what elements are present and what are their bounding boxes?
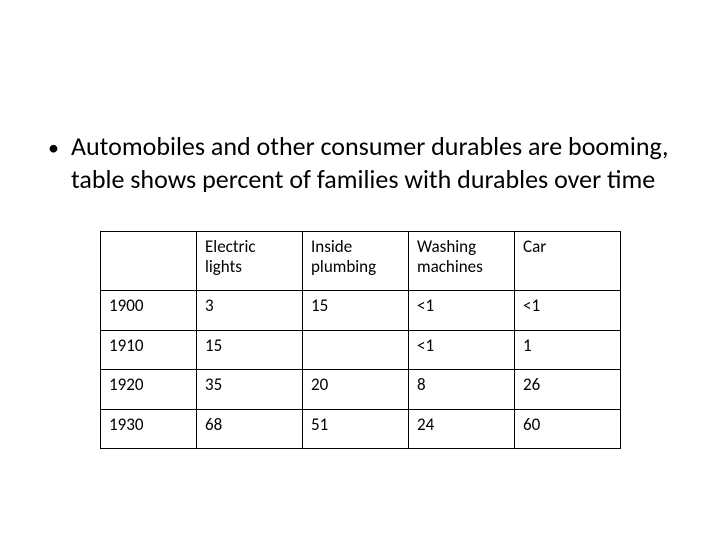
table-row: 1910 15 <1 1 — [101, 330, 621, 370]
cell-value: 8 — [409, 370, 515, 410]
cell-value: <1 — [409, 330, 515, 370]
cell-year: 1920 — [101, 370, 197, 410]
table-row: 1920 35 20 8 26 — [101, 370, 621, 410]
cell-value: <1 — [409, 291, 515, 331]
bullet-text: Automobiles and other consumer durables … — [71, 130, 672, 195]
durables-table: Electric lights Inside plumbing Washing … — [100, 231, 621, 449]
cell-value: 20 — [303, 370, 409, 410]
bullet-item: • Automobiles and other consumer durable… — [48, 130, 672, 195]
cell-value: 3 — [197, 291, 303, 331]
durables-table-container: Electric lights Inside plumbing Washing … — [100, 231, 672, 449]
col-header-electric-lights: Electric lights — [197, 232, 303, 291]
cell-value: 51 — [303, 409, 409, 449]
slide-content: • Automobiles and other consumer durable… — [48, 130, 672, 449]
cell-value: 15 — [197, 330, 303, 370]
col-header-year — [101, 232, 197, 291]
cell-value: 68 — [197, 409, 303, 449]
cell-value: 35 — [197, 370, 303, 410]
cell-year: 1900 — [101, 291, 197, 331]
cell-value: 1 — [515, 330, 621, 370]
cell-value: 60 — [515, 409, 621, 449]
cell-value — [303, 330, 409, 370]
cell-year: 1930 — [101, 409, 197, 449]
bullet-marker: • — [48, 134, 59, 163]
table-row: 1930 68 51 24 60 — [101, 409, 621, 449]
cell-value: <1 — [515, 291, 621, 331]
col-header-car: Car — [515, 232, 621, 291]
cell-value: 24 — [409, 409, 515, 449]
cell-value: 26 — [515, 370, 621, 410]
cell-value: 15 — [303, 291, 409, 331]
table-header-row: Electric lights Inside plumbing Washing … — [101, 232, 621, 291]
col-header-inside-plumbing: Inside plumbing — [303, 232, 409, 291]
table-row: 1900 3 15 <1 <1 — [101, 291, 621, 331]
col-header-washing-machines: Washing machines — [409, 232, 515, 291]
cell-year: 1910 — [101, 330, 197, 370]
